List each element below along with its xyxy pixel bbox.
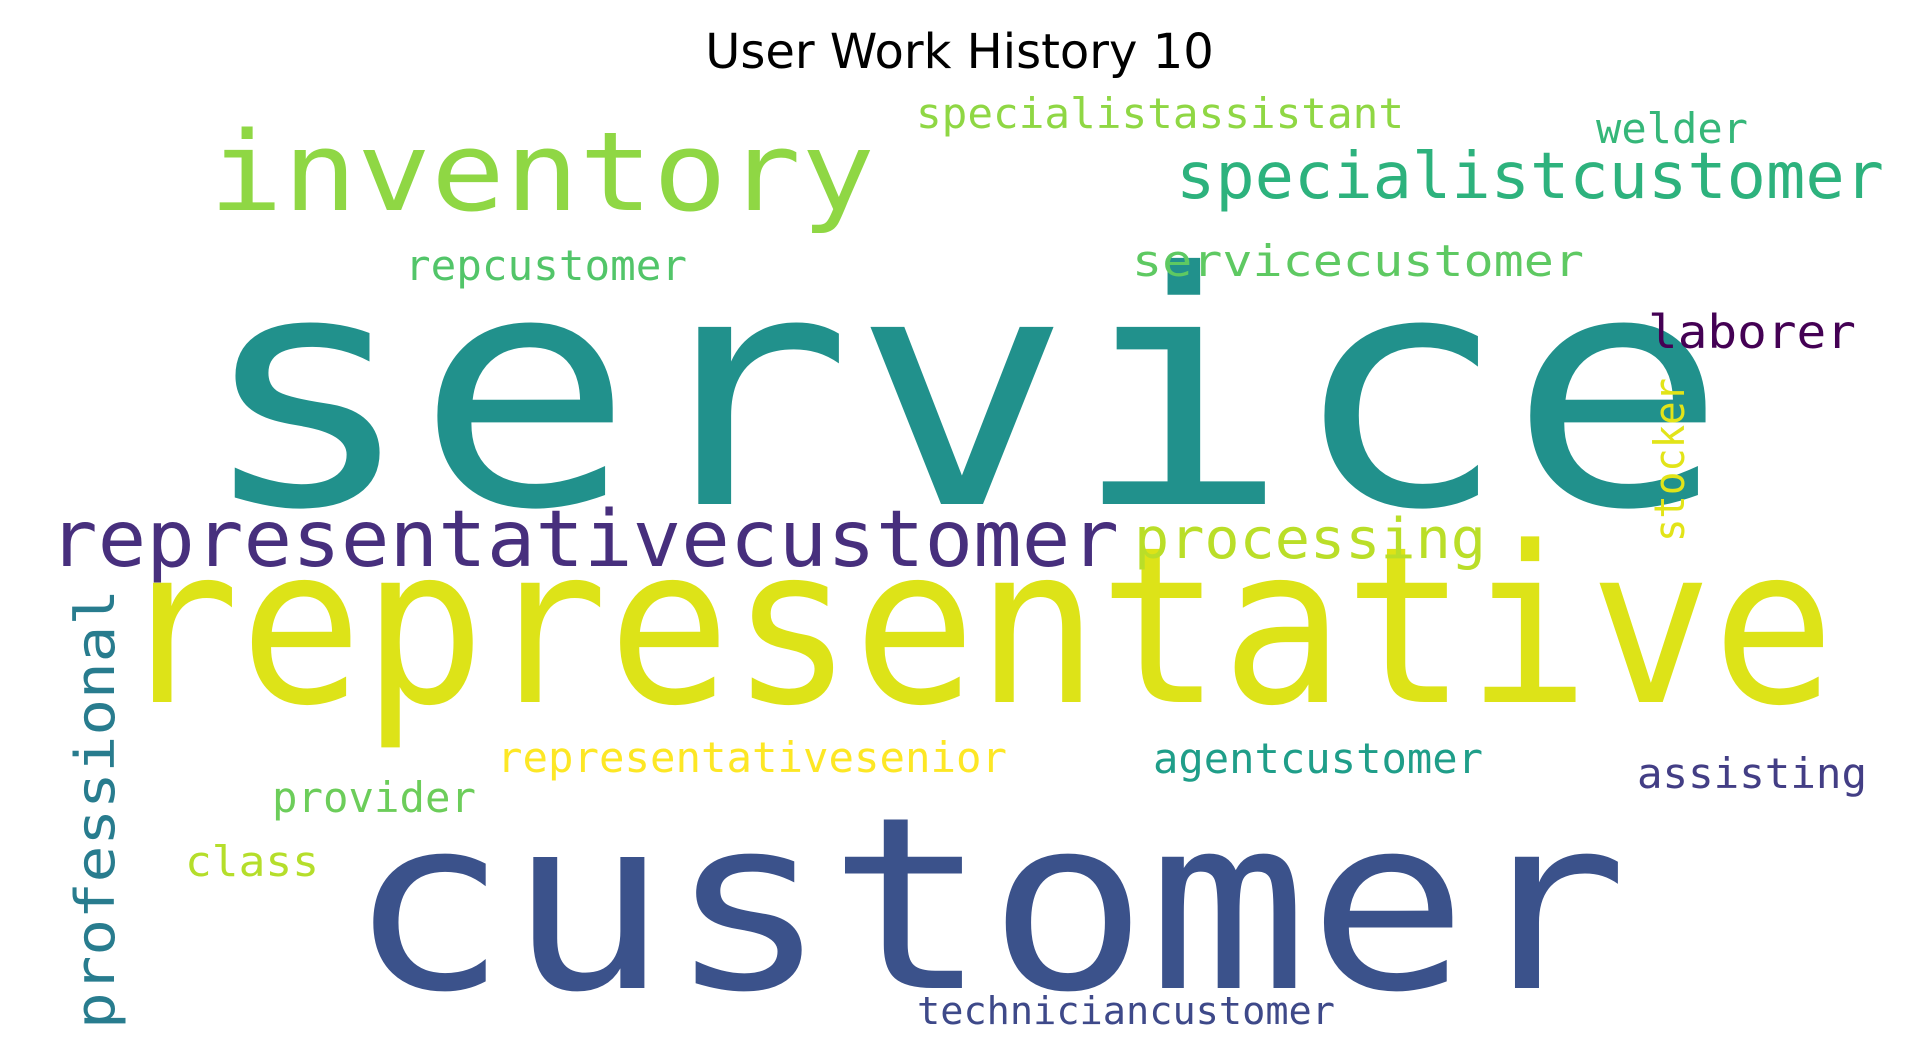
word-repcustomer: repcustomer	[405, 241, 687, 290]
word-provider: provider	[272, 773, 476, 822]
word-professional: professional	[64, 589, 127, 1029]
word-agentcustomer: agentcustomer	[1153, 734, 1483, 783]
word-welder: welder	[1596, 104, 1748, 153]
word-representative: representative	[117, 501, 1835, 754]
word-class: class	[185, 837, 319, 886]
word-techniciancustomer: techniciancustomer	[917, 989, 1335, 1033]
word-processing: processing	[1134, 507, 1486, 572]
word-laborer: laborer	[1648, 305, 1856, 359]
chart-title: User Work History 10	[705, 24, 1214, 80]
word-representativecustomer: representativecustomer	[49, 495, 1119, 585]
word-inventory: inventory	[209, 108, 875, 236]
word-stocker: stocker	[1645, 378, 1694, 542]
word-customer: customer	[348, 765, 1628, 1045]
word-representativesenior: representativesenior	[497, 733, 1007, 782]
word-servicecustomer: servicecustomer	[1132, 236, 1584, 287]
word-assisting: assisting	[1637, 749, 1867, 798]
word-specialistcustomer: specialistcustomer	[1176, 140, 1884, 214]
word-service: service	[197, 204, 1727, 581]
word-specialistassistant: specialistassistant	[916, 89, 1404, 138]
